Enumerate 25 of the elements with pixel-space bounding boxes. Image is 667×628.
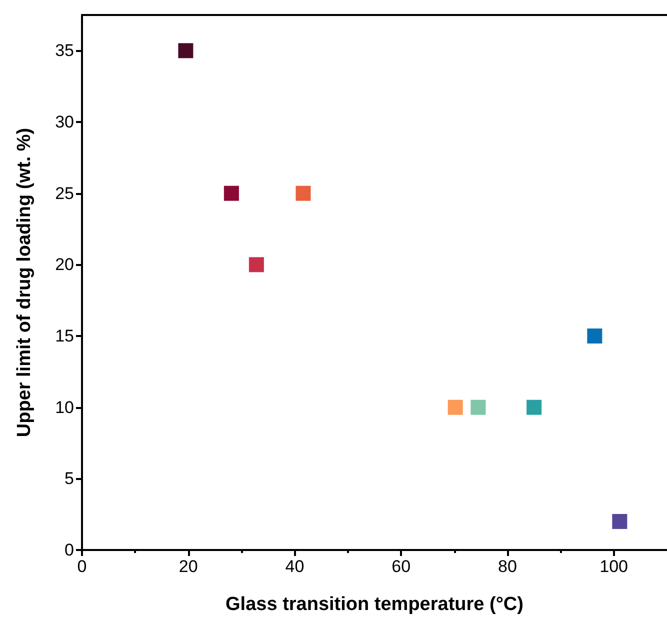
- x-tick-label: 20: [178, 557, 198, 576]
- y-axis-title: Upper limit of drug loading (wt. %): [14, 128, 35, 438]
- x-tick-label: 60: [392, 557, 411, 576]
- point: [612, 514, 628, 529]
- point: [526, 400, 542, 415]
- point: [448, 400, 463, 415]
- x-tick-label: 100: [600, 557, 628, 576]
- point: [470, 400, 486, 415]
- point: [296, 186, 311, 201]
- y-tick-label: 15: [55, 326, 74, 346]
- x-tick-label: 0: [77, 557, 87, 576]
- y-tick-label: 30: [55, 112, 74, 132]
- y-tick-label: 0: [64, 540, 74, 560]
- point: [224, 186, 239, 201]
- x-tick-label: 40: [285, 557, 304, 576]
- point: [178, 43, 194, 58]
- y-tick-label: 10: [55, 398, 74, 417]
- y-tick-label: 5: [64, 469, 74, 488]
- y-tick-label: 35: [55, 41, 74, 60]
- x-tick-label: 80: [498, 557, 517, 576]
- y-tick-label: 25: [55, 184, 74, 203]
- point: [248, 257, 264, 272]
- x-axis-title: Glass transition temperature (°C): [226, 594, 524, 615]
- y-tick-label: 20: [55, 255, 74, 274]
- point: [587, 328, 602, 344]
